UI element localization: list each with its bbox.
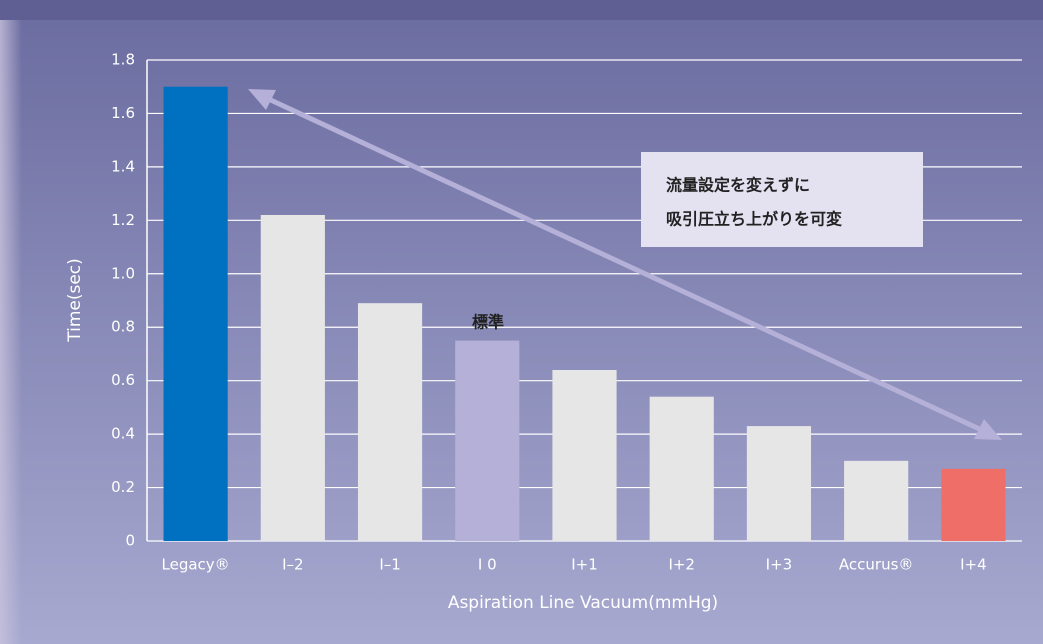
x-axis-title: Aspiration Line Vacuum(mmHg) (448, 593, 718, 613)
x-tick-label: I–1 (379, 556, 400, 574)
y-tick-label: 1.8 (111, 51, 135, 69)
arrow (248, 89, 1002, 440)
note-box (641, 152, 923, 247)
bar (455, 340, 520, 541)
x-tick-label: I+4 (960, 556, 987, 574)
bars (163, 86, 1006, 541)
y-tick-label: 0.2 (111, 478, 135, 496)
y-tick-label: 1.4 (111, 157, 135, 175)
top-strip (0, 0, 1043, 20)
y-tick-label: 0.4 (111, 425, 135, 443)
x-tick-label: I–2 (282, 556, 303, 574)
x-tick-label: Legacy® (162, 556, 230, 574)
x-tick-label: I 0 (478, 556, 497, 574)
x-tick-label: I+2 (668, 556, 695, 574)
note-text: 流量設定を変えずに (666, 176, 810, 195)
y-tick-label: 1.0 (111, 264, 135, 282)
y-tick-label: 0.6 (111, 371, 135, 389)
x-tick-label: I+1 (571, 556, 598, 574)
left-edge (0, 20, 22, 644)
bar (163, 86, 228, 541)
bar (260, 214, 325, 541)
note-text: 吸引圧立ち上がりを可変 (666, 210, 842, 229)
y-axis-title: Time(sec) (65, 258, 85, 343)
y-tick-label: 0 (125, 532, 135, 550)
arrow-head (974, 419, 1002, 440)
arrow-head (248, 89, 276, 110)
y-tick-label: 1.6 (111, 104, 135, 122)
bar (357, 303, 423, 541)
y-tick-label: 1.2 (111, 211, 135, 229)
y-tick-label: 0.8 (111, 318, 135, 336)
x-tick-label: Accurus® (839, 556, 914, 574)
x-tick-label: I+3 (766, 556, 793, 574)
standard-label: 標準 (472, 313, 504, 332)
bar (844, 460, 909, 541)
bar (649, 396, 714, 541)
bar (746, 426, 812, 541)
bar (552, 369, 617, 541)
arrow-shaft (260, 93, 990, 436)
bar (941, 468, 1006, 541)
